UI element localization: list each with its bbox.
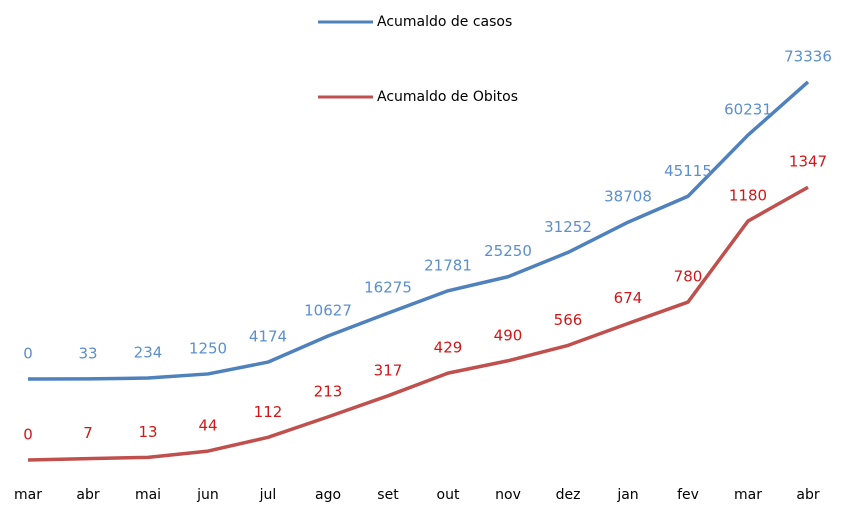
x-tick-label: jun (196, 487, 219, 503)
x-tick-label: mai (135, 487, 161, 503)
data-label: 674 (614, 289, 643, 307)
x-tick-label: out (437, 487, 460, 503)
x-tick-label: jan (616, 487, 638, 503)
data-label: 490 (494, 326, 523, 344)
data-label: 213 (314, 382, 343, 400)
data-label: 10627 (304, 301, 352, 319)
x-tick-label: fev (677, 487, 699, 503)
legend-label: Acumaldo de Obitos (377, 89, 518, 105)
x-tick-label: nov (495, 487, 521, 503)
data-label: 1347 (789, 153, 827, 171)
data-label: 780 (674, 268, 703, 286)
x-tick-label: mar (14, 487, 42, 503)
x-tick-label: dez (556, 487, 581, 503)
data-label: 25250 (484, 242, 532, 260)
x-tick-label: abr (76, 487, 99, 503)
data-label: 429 (434, 339, 463, 357)
data-label: 73336 (784, 47, 832, 65)
x-tick-label: ago (315, 487, 341, 503)
data-label: 60231 (724, 101, 772, 119)
data-label: 13 (138, 423, 157, 441)
data-label: 7 (83, 424, 93, 442)
data-label: 1180 (729, 187, 767, 205)
data-label: 33 (78, 344, 97, 362)
data-label: 31252 (544, 218, 592, 236)
data-label: 4174 (249, 328, 287, 346)
legend-label: Acumaldo de casos (377, 14, 512, 30)
data-label: 21781 (424, 256, 472, 274)
data-label: 16275 (364, 279, 412, 297)
x-tick-label: abr (796, 487, 819, 503)
data-label: 0 (23, 426, 33, 444)
data-label: 0 (23, 345, 33, 363)
series-line (27, 80, 810, 381)
series-line (27, 185, 809, 462)
x-tick-label: jul (259, 487, 277, 503)
data-label: 38708 (604, 188, 652, 206)
x-tick-label: mar (734, 487, 762, 503)
data-label: 44 (198, 417, 217, 435)
data-label: 45115 (664, 162, 712, 180)
data-label: 1250 (189, 339, 227, 357)
data-label: 566 (554, 311, 583, 329)
data-label: 234 (134, 344, 163, 362)
data-label: 317 (374, 361, 403, 379)
x-tick-label: set (377, 487, 399, 503)
data-label: 112 (254, 403, 283, 421)
